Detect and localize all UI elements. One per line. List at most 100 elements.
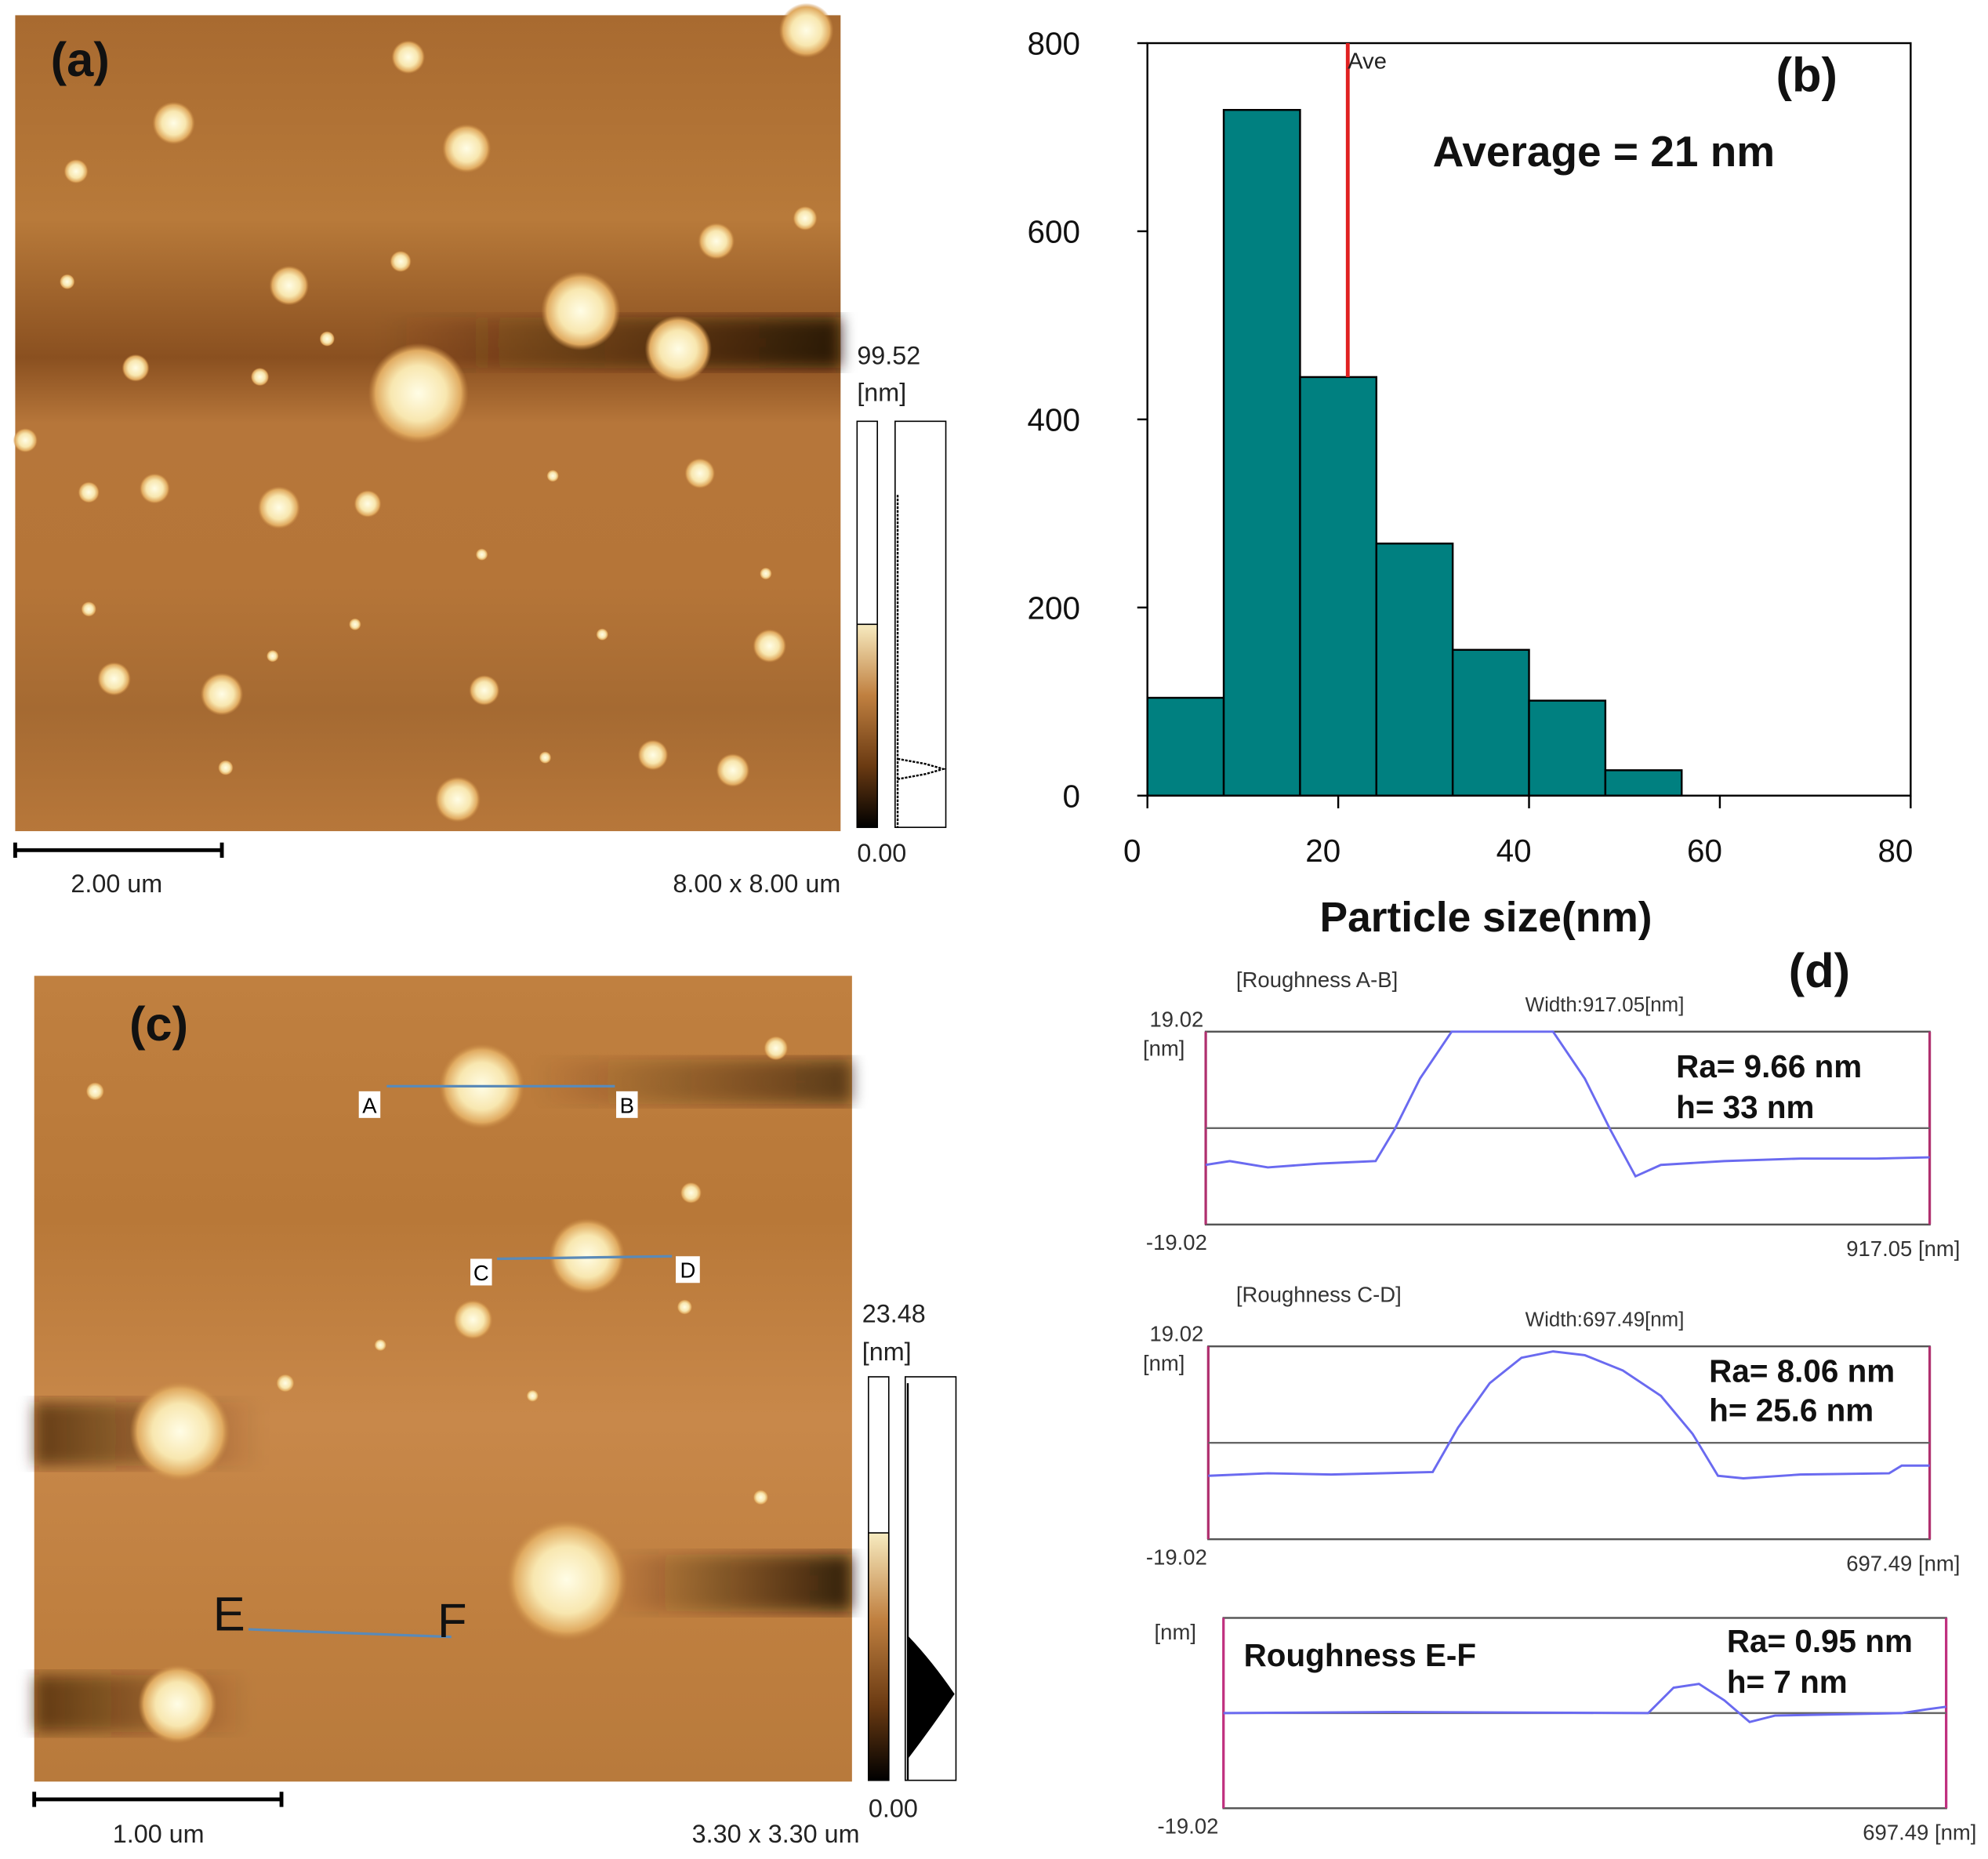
particle	[13, 428, 38, 453]
bar	[1604, 769, 1683, 797]
label-box	[616, 1091, 638, 1118]
profile-line	[1205, 1030, 1930, 1178]
y-tick-label: 800	[1028, 26, 1080, 62]
particle	[753, 629, 787, 663]
line-label: B	[620, 1093, 634, 1117]
y-unit: [nm]	[1143, 1351, 1184, 1375]
x-tick-label: 40	[1496, 833, 1532, 869]
y-tick-label: -19.02	[1146, 1545, 1207, 1570]
profile-line	[496, 1254, 673, 1261]
particle	[152, 101, 195, 145]
profile-line	[248, 1628, 452, 1639]
scale-bar-label: 1.00 um	[113, 1820, 205, 1848]
scale-max: 23.48	[862, 1299, 926, 1327]
scale-bar-label: 2.00 um	[71, 870, 162, 898]
particle	[218, 760, 234, 775]
image-size: 8.00 x 8.00 um	[673, 870, 840, 898]
annotation: Ra= 0.95 nm	[1727, 1623, 1913, 1659]
particle	[269, 265, 309, 306]
particle	[78, 481, 100, 503]
y-tick-label: 600	[1028, 214, 1080, 250]
scale-bar	[13, 842, 224, 859]
particle	[139, 473, 170, 504]
x-tick-label: 0	[1123, 833, 1141, 869]
particle	[200, 673, 244, 716]
panel-label: (b)	[1776, 49, 1837, 103]
profile-title: [Roughness C-D]	[1236, 1283, 1402, 1307]
particle	[677, 1299, 693, 1315]
line-label: A	[362, 1093, 377, 1117]
y-unit: [nm]	[1155, 1620, 1196, 1644]
particle	[250, 368, 270, 387]
annotation: h= 7 nm	[1727, 1664, 1848, 1700]
particle	[596, 628, 609, 641]
particle	[680, 1182, 702, 1204]
y-tick-label: -19.02	[1146, 1230, 1207, 1254]
afm-shadow	[608, 1554, 852, 1612]
y-tick-label: 0	[1062, 778, 1079, 814]
particle	[778, 2, 834, 58]
particle	[546, 470, 559, 482]
label-box	[676, 1256, 700, 1284]
particle	[319, 331, 335, 347]
color-bar-fill	[856, 623, 879, 829]
particle	[637, 739, 669, 771]
width-label: Width:917.05[nm]	[1525, 994, 1685, 1016]
scale-max: 99.52	[857, 341, 920, 369]
particle	[793, 205, 818, 231]
panel-label: (a)	[51, 33, 110, 87]
particle	[453, 1299, 493, 1340]
particle	[684, 458, 716, 489]
particle	[137, 1665, 217, 1745]
annotation: Ra= 9.66 nm	[1676, 1048, 1862, 1084]
label-box	[470, 1258, 492, 1286]
particle	[391, 40, 426, 74]
line-label: C	[473, 1261, 489, 1285]
profile-line	[1208, 1350, 1930, 1480]
x-tick-label: 917.05 [nm]	[1846, 1236, 1960, 1261]
particle	[541, 271, 621, 351]
profile-title: Roughness E-F	[1244, 1637, 1476, 1673]
y-tick-label: 19.02	[1149, 1322, 1203, 1346]
afm-surface	[34, 975, 852, 1782]
afm-image-a	[13, 2, 841, 832]
x-tick-label: 80	[1877, 833, 1913, 869]
y-tick-label: -19.02	[1157, 1814, 1218, 1839]
bar	[1528, 699, 1607, 797]
annotation: Ra= 8.06 nm	[1709, 1352, 1895, 1389]
bar	[1222, 108, 1301, 797]
y-tick-label: 400	[1028, 401, 1080, 438]
particle	[97, 662, 131, 696]
particle	[63, 158, 89, 184]
bar	[1451, 648, 1530, 797]
charts: 0 200 400 600 800 0 20 40 60 80 Ave Average = 21 nm…	[1028, 26, 1977, 1845]
bar	[1299, 376, 1378, 797]
particle	[85, 1082, 104, 1101]
scale-unit: [nm]	[862, 1338, 912, 1366]
line-label: E	[213, 1588, 245, 1642]
particle	[753, 1490, 769, 1505]
particle	[644, 315, 712, 383]
profile-line	[1223, 1683, 1946, 1723]
particle	[506, 1519, 628, 1641]
scale-bar	[32, 1792, 284, 1807]
bar	[1375, 543, 1454, 797]
x-tick-label: 697.49 [nm]	[1846, 1552, 1960, 1576]
afm-image-c	[34, 975, 852, 1782]
y-unit: [nm]	[1143, 1037, 1184, 1061]
width-label: Width:697.49[nm]	[1525, 1309, 1685, 1331]
x-tick-label: 697.49 [nm]	[1863, 1821, 1976, 1845]
panel-label: (c)	[129, 997, 188, 1051]
particle	[469, 675, 500, 706]
height-distribution	[906, 1383, 955, 1781]
afm-shadow	[532, 1059, 852, 1105]
scale-min: 0.00	[869, 1795, 918, 1823]
y-tick-label: 19.02	[1149, 1007, 1203, 1031]
particle	[760, 567, 772, 580]
particle	[442, 124, 492, 173]
particle	[698, 223, 735, 260]
particle	[349, 618, 361, 631]
height-histogram	[894, 420, 947, 829]
